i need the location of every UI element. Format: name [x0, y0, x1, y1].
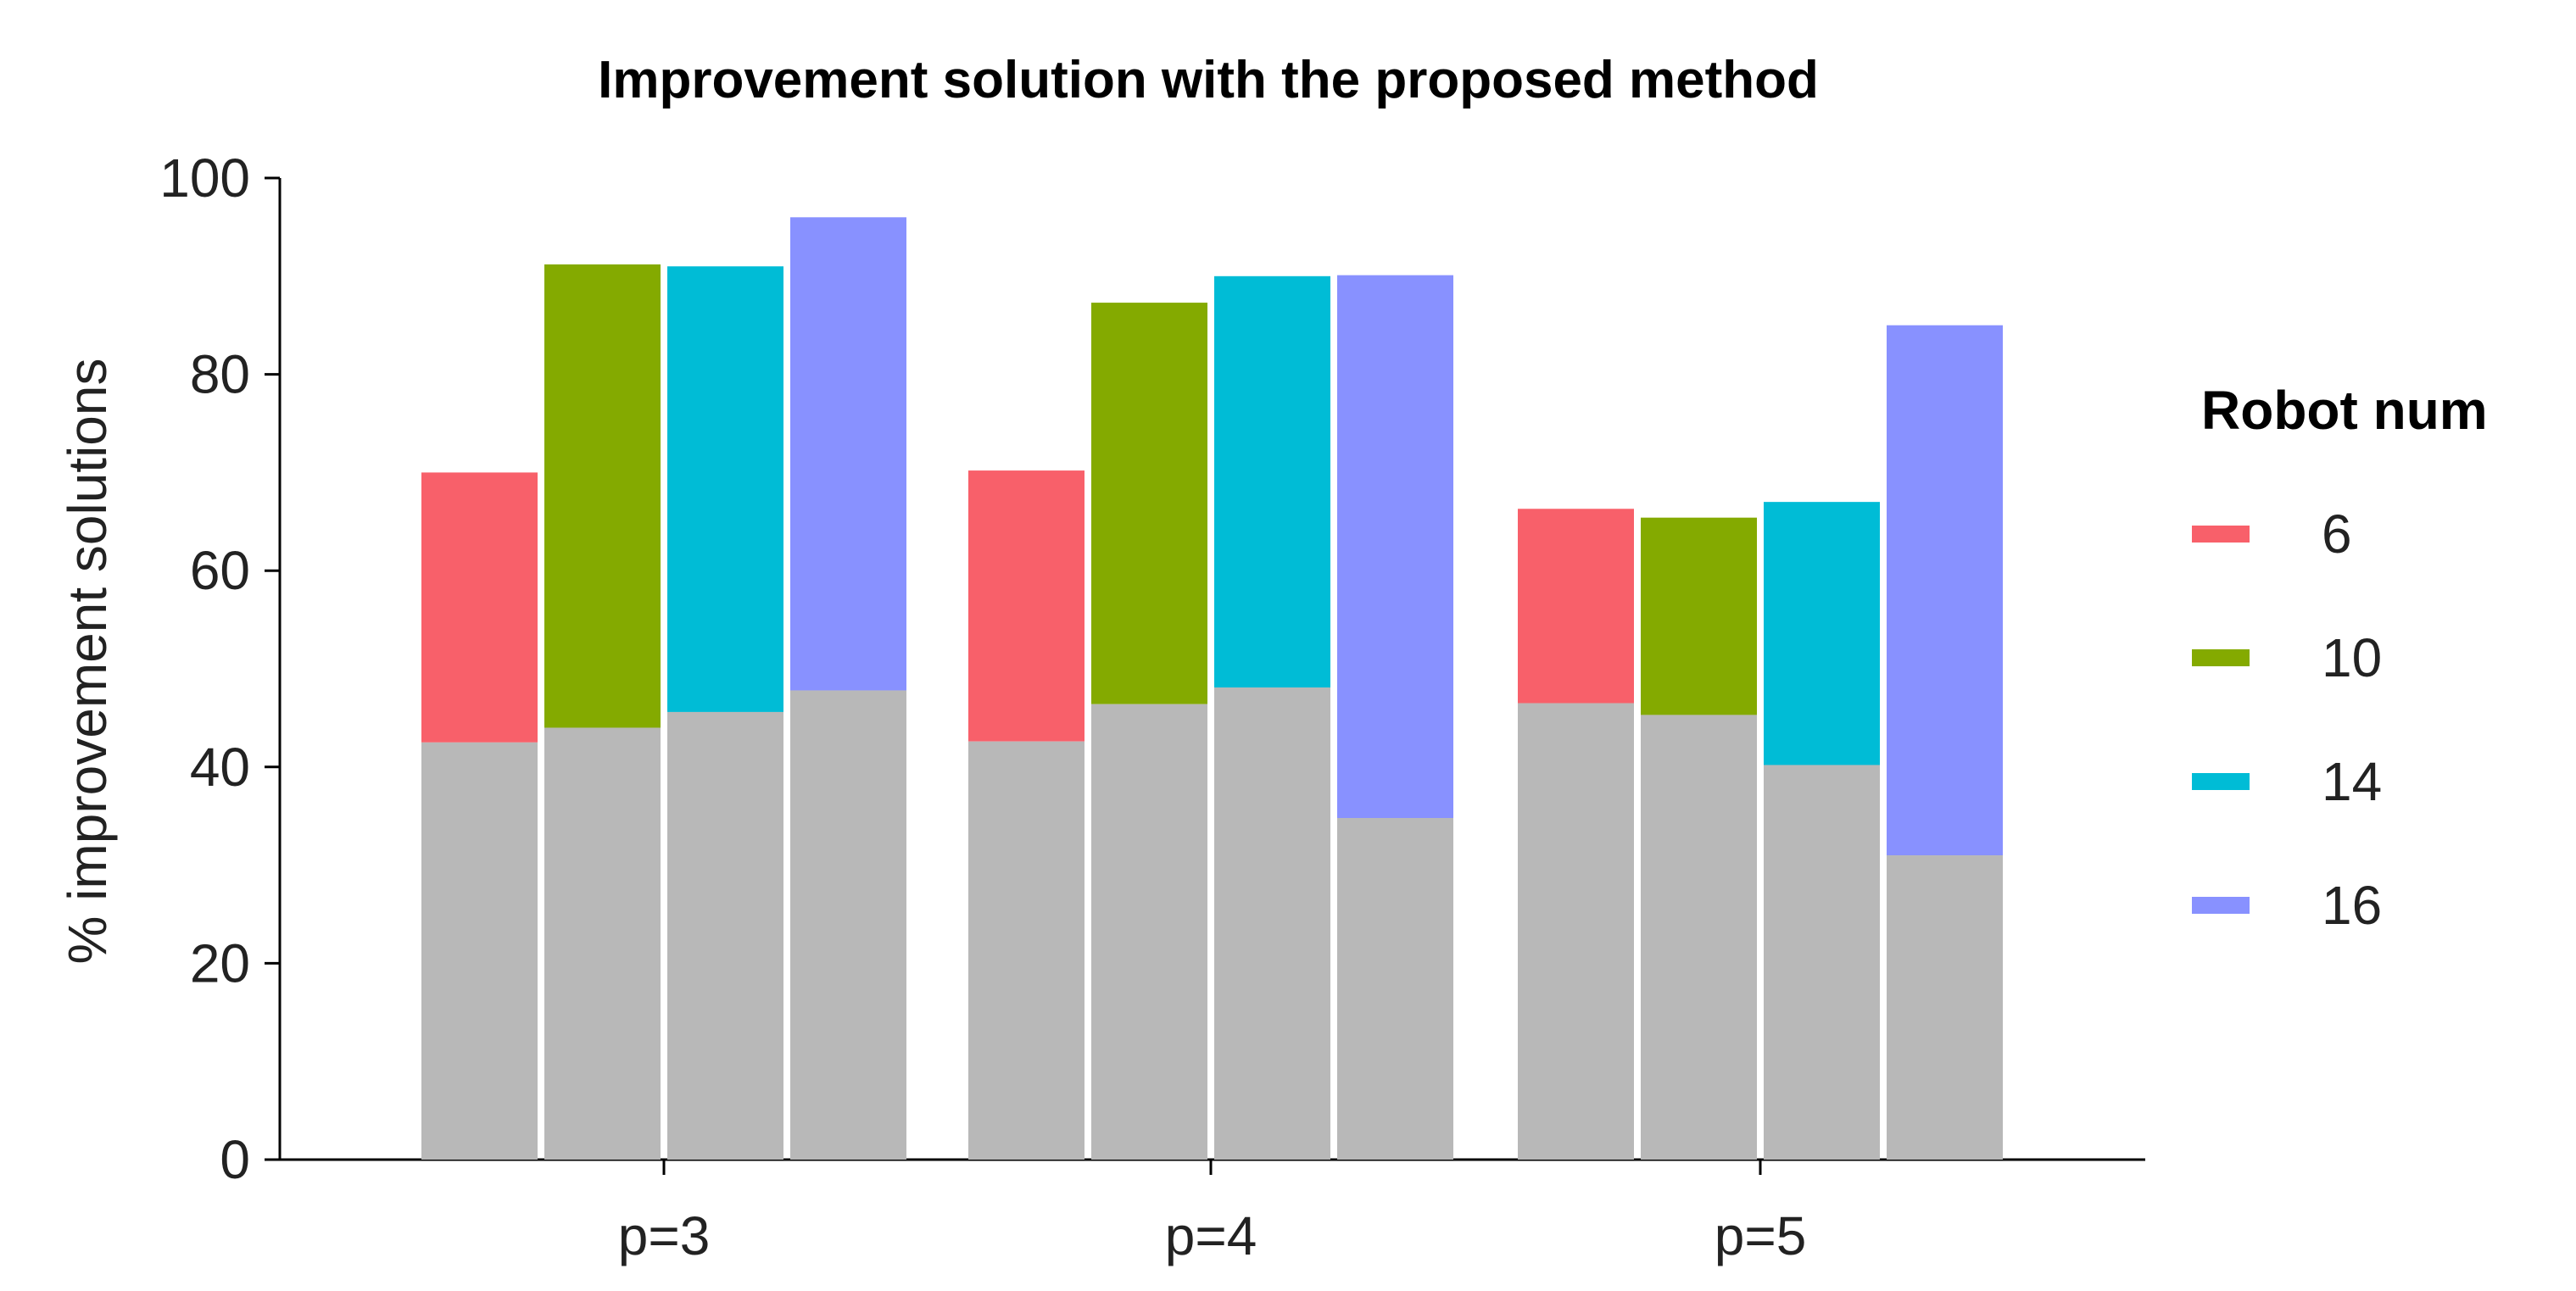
y-tick-label: 60: [190, 540, 250, 601]
legend: 6 10 14 16: [2192, 504, 2382, 936]
bar-base-p=5-robot-10: [1641, 715, 1757, 1160]
bar-improved-p=5-robot-14: [1764, 502, 1880, 765]
bar-base-p=5-robot-14: [1764, 765, 1880, 1160]
legend-label-6: 6: [2322, 504, 2352, 565]
y-tick-label: 100: [159, 147, 250, 209]
bar-improved-p=3-robot-14: [667, 266, 783, 712]
y-tick-label: 80: [190, 344, 250, 405]
bar-improved-p=5-robot-10: [1641, 517, 1757, 715]
bar-improved-p=5-robot-16: [1887, 325, 2003, 856]
bar-base-p=5-robot-16: [1887, 855, 2003, 1160]
bar-improved-p=4-robot-16: [1337, 275, 1453, 819]
bar-improved-p=3-robot-6: [421, 472, 538, 743]
bar-improved-p=4-robot-14: [1214, 275, 1330, 688]
legend-swatch-6: [2192, 526, 2250, 543]
bar-improved-p=3-robot-10: [544, 264, 661, 728]
bar-improved-p=5-robot-6: [1518, 509, 1634, 704]
bar-improved-p=3-robot-16: [790, 217, 906, 691]
x-ticks: p=3 p=4 p=5: [618, 1160, 1807, 1266]
bar-base-p=5-robot-6: [1518, 703, 1634, 1160]
bar-improved-p=4-robot-6: [968, 470, 1084, 742]
x-tick-label: p=3: [618, 1205, 711, 1266]
bar-base-p=4-robot-10: [1091, 704, 1207, 1160]
bar-improved-p=4-robot-10: [1091, 303, 1207, 704]
y-tick-label: 0: [220, 1129, 250, 1190]
legend-title: Robot num: [2201, 380, 2488, 441]
x-tick-label: p=4: [1165, 1205, 1257, 1266]
y-tick-label: 40: [190, 737, 250, 798]
legend-label-16: 16: [2322, 875, 2382, 936]
y-axis-label: % improvement solutions: [57, 359, 118, 965]
x-tick-label: p=5: [1715, 1205, 1807, 1266]
bar-base-p=3-robot-16: [790, 690, 906, 1160]
chart-title: Improvement solution with the proposed m…: [598, 51, 1819, 109]
legend-swatch-10: [2192, 649, 2250, 666]
bars: [421, 217, 2003, 1160]
legend-label-14: 14: [2322, 751, 2382, 812]
legend-swatch-16: [2192, 897, 2250, 914]
bar-base-p=3-robot-14: [667, 711, 783, 1160]
bar-base-p=4-robot-14: [1214, 687, 1330, 1160]
y-ticks: 0 20 40 60 80 100: [159, 147, 280, 1190]
legend-label-10: 10: [2322, 627, 2382, 688]
bar-base-p=3-robot-6: [421, 742, 538, 1160]
bar-base-p=4-robot-6: [968, 741, 1084, 1160]
bar-base-p=3-robot-10: [544, 727, 661, 1160]
legend-swatch-14: [2192, 773, 2250, 790]
y-tick-label: 20: [190, 932, 250, 993]
bar-base-p=4-robot-16: [1337, 818, 1453, 1160]
